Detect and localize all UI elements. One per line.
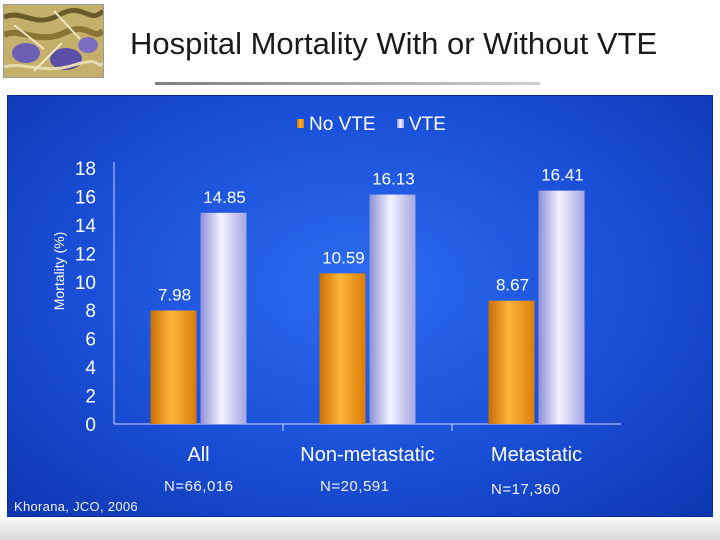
x-category-label: Non-metastatic: [300, 444, 435, 466]
sample-size-metastatic: N=17,360: [491, 481, 561, 498]
bar-no-vte-0: [150, 310, 197, 424]
data-label: 14.85: [203, 188, 246, 207]
title-underline: [155, 82, 540, 85]
bar-vte-2: [538, 190, 585, 424]
bar-vte-0: [200, 212, 247, 424]
y-axis-label: Mortality (%): [51, 232, 67, 311]
bottom-strip: [0, 520, 720, 540]
data-label: 7.98: [158, 286, 191, 305]
logo-image: [3, 4, 104, 78]
legend-label-no-vte: No VTE: [309, 114, 376, 135]
y-tick-label: 18: [75, 159, 96, 180]
legend-swatch-vte: [397, 119, 404, 128]
data-label: 10.59: [322, 248, 365, 267]
y-tick-label: 12: [75, 244, 96, 265]
y-tick-label: 10: [75, 273, 96, 294]
chart-panel: No VTE VTE Mortality (%) 0 2 4 6 8 10 12 14 16 18 7.9…: [8, 96, 712, 516]
legend-label-vte: VTE: [409, 114, 446, 135]
slide-title: Hospital Mortality With or Without VTE: [130, 26, 658, 61]
data-label: 8.67: [496, 276, 529, 295]
data-label: 16.13: [372, 170, 415, 189]
bar-no-vte-2: [488, 300, 535, 424]
data-label: 16.41: [541, 166, 584, 185]
x-category-label: All: [187, 444, 209, 466]
y-tick-label: 8: [85, 301, 96, 322]
bar-vte-1: [369, 194, 416, 424]
y-tick-label: 6: [85, 330, 96, 351]
bar-no-vte-1: [319, 273, 366, 424]
y-tick-label: 2: [85, 387, 96, 408]
citation-text: Khorana, JCO, 2006: [14, 499, 138, 514]
y-tick-label: 4: [85, 358, 96, 379]
legend-swatch-no-vte: [297, 119, 304, 128]
y-tick-label: 14: [75, 216, 97, 237]
y-tick-label: 0: [85, 415, 96, 436]
sample-size-non-metastatic: N=20,591: [320, 478, 390, 495]
x-category-label: Metastatic: [491, 444, 582, 466]
y-tick-label: 16: [75, 187, 96, 208]
sample-size-all: N=66,016: [164, 478, 234, 495]
bar-chart: No VTE VTE Mortality (%) 0 2 4 6 8 10 12 14 16 18 7.9…: [51, 114, 621, 466]
